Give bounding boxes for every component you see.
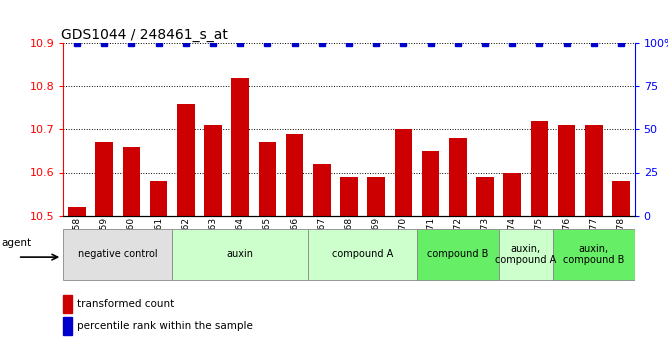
Bar bbox=[63, 229, 172, 280]
Bar bbox=[204, 125, 222, 216]
Bar bbox=[340, 177, 358, 216]
Bar bbox=[553, 229, 635, 280]
Bar bbox=[231, 78, 249, 216]
Text: GDS1044 / 248461_s_at: GDS1044 / 248461_s_at bbox=[61, 28, 228, 42]
Bar bbox=[504, 172, 521, 216]
Text: compound B: compound B bbox=[427, 249, 488, 259]
Bar bbox=[422, 151, 440, 216]
Text: auxin,
compound A: auxin, compound A bbox=[495, 244, 556, 265]
Bar bbox=[313, 164, 331, 216]
Bar bbox=[172, 229, 308, 280]
Text: auxin: auxin bbox=[226, 249, 254, 259]
Bar bbox=[558, 125, 575, 216]
Bar bbox=[123, 147, 140, 216]
Bar bbox=[585, 125, 603, 216]
Text: compound A: compound A bbox=[332, 249, 393, 259]
Bar bbox=[63, 295, 72, 313]
Bar bbox=[308, 229, 417, 280]
Bar bbox=[177, 104, 194, 216]
Text: auxin,
compound B: auxin, compound B bbox=[563, 244, 625, 265]
Bar bbox=[498, 229, 553, 280]
Bar bbox=[476, 177, 494, 216]
Bar bbox=[530, 121, 548, 216]
Text: negative control: negative control bbox=[78, 249, 158, 259]
Bar bbox=[417, 229, 498, 280]
Bar bbox=[612, 181, 630, 216]
Bar bbox=[395, 129, 412, 216]
Bar bbox=[63, 317, 72, 335]
Text: transformed count: transformed count bbox=[77, 299, 174, 309]
Bar bbox=[367, 177, 385, 216]
Bar bbox=[449, 138, 467, 216]
Bar bbox=[96, 142, 113, 216]
Bar bbox=[286, 134, 303, 216]
Bar bbox=[259, 142, 277, 216]
Text: agent: agent bbox=[1, 238, 31, 248]
Text: percentile rank within the sample: percentile rank within the sample bbox=[77, 321, 253, 331]
Bar bbox=[150, 181, 168, 216]
Bar bbox=[68, 207, 86, 216]
